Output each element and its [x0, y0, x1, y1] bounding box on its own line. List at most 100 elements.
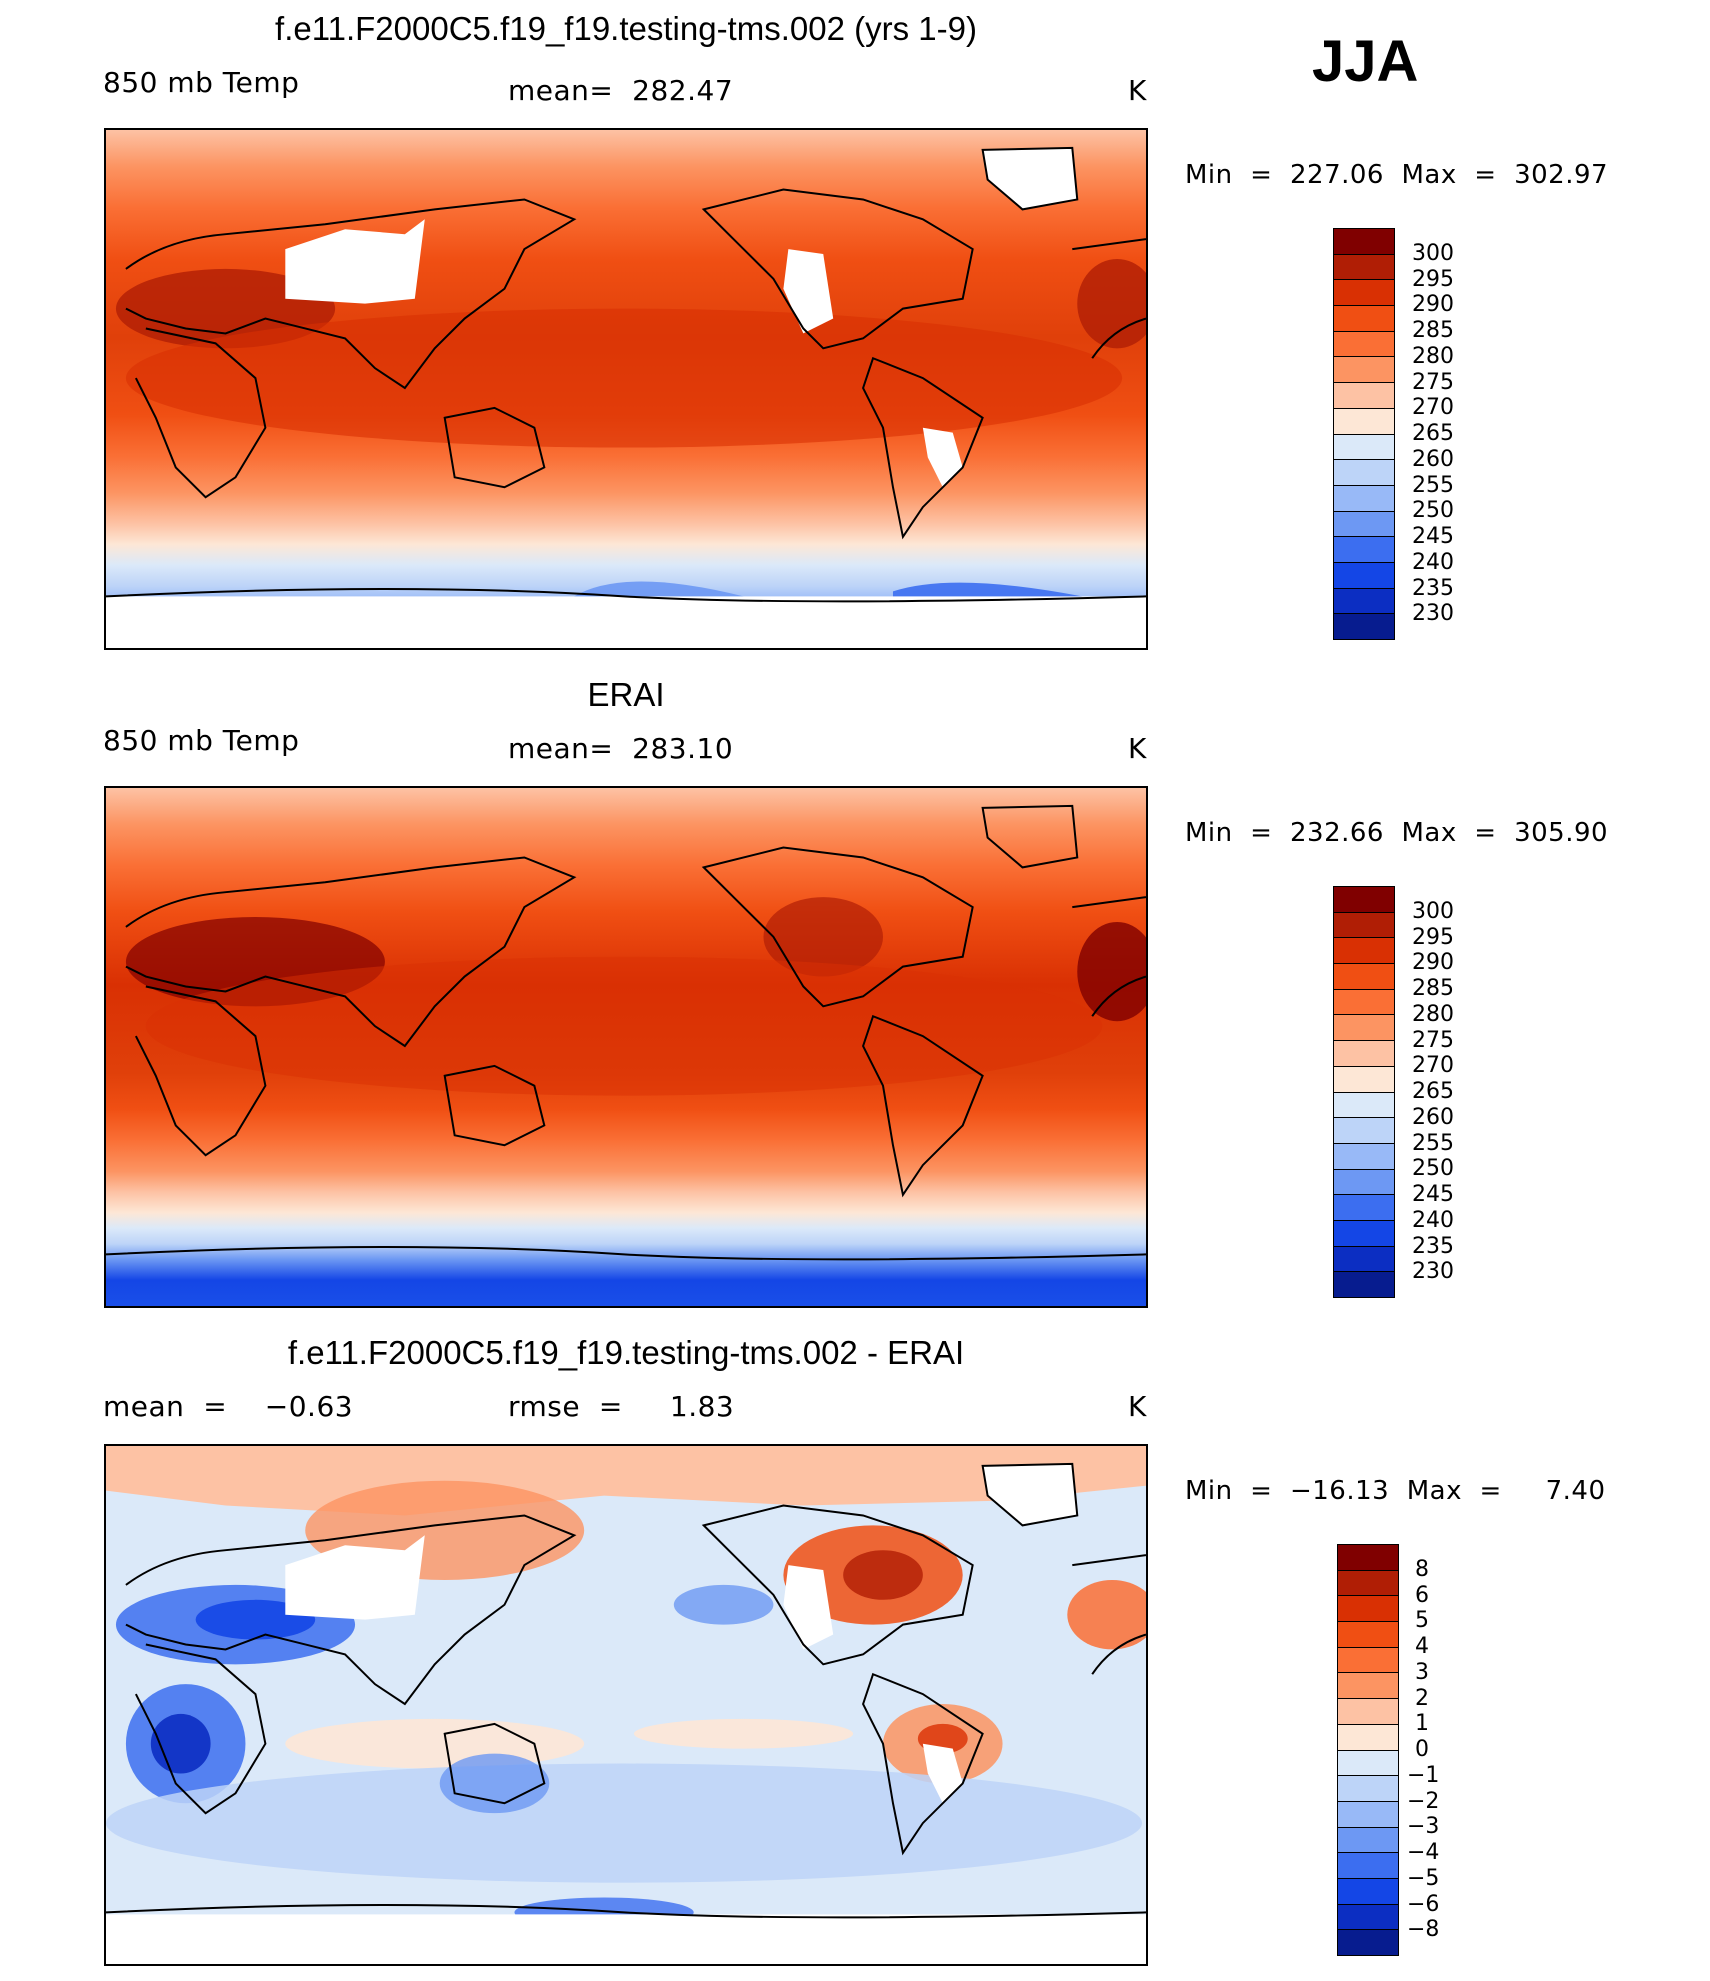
cb1-label-9: 255 — [1412, 473, 1454, 498]
cb3-c13 — [1338, 1877, 1398, 1904]
cb2-label-14: 230 — [1412, 1259, 1454, 1284]
cb2-c10 — [1334, 1142, 1394, 1169]
cb3-label-6: 1 — [1415, 1711, 1429, 1736]
panel1-masked-tibet — [285, 219, 425, 304]
cb1-c11 — [1334, 510, 1394, 537]
cb3-label-4: 3 — [1415, 1660, 1429, 1685]
cb2-c11 — [1334, 1168, 1394, 1195]
cb2-label-9: 255 — [1412, 1131, 1454, 1156]
panel1-masked-rockies — [783, 249, 834, 334]
season-label: JJA — [1312, 29, 1419, 94]
cb1-label-13: 235 — [1412, 576, 1454, 601]
cb1-c14 — [1334, 587, 1394, 614]
panel1-title: f.e11.F2000C5.f19_f19.testing-tms.002 (y… — [275, 10, 977, 47]
panel1-units-label: K — [1128, 74, 1147, 107]
panel1-hotspot-tropics — [125, 308, 1123, 448]
cb3-c15 — [1338, 1929, 1398, 1955]
cb2-c3 — [1334, 963, 1394, 989]
cb1-label-7: 265 — [1412, 421, 1454, 446]
cb2-c9 — [1334, 1117, 1394, 1143]
panel2-map — [104, 786, 1148, 1308]
panel1-variable-label: 850 mb Temp — [103, 66, 300, 99]
cb2-label-0: 300 — [1412, 899, 1454, 924]
cb3-c11 — [1338, 1826, 1398, 1853]
cb2-label-7: 265 — [1412, 1079, 1454, 1104]
panel1-coastlines — [106, 146, 1146, 603]
cb2-c8 — [1334, 1091, 1394, 1118]
panel1-masked-greenland — [982, 147, 1078, 210]
panel2-hotspot-north-america — [763, 897, 884, 977]
cb2-c4 — [1334, 988, 1394, 1015]
cb2-label-3: 285 — [1412, 976, 1454, 1001]
panel1-colorbar: 300 295 290 285 280 275 270 265 260 255 … — [1333, 228, 1454, 640]
cb3-c6 — [1338, 1698, 1398, 1724]
cb1-c2 — [1334, 279, 1394, 306]
panel3-masked-rockies — [783, 1565, 834, 1650]
panel3-masked-antarctica — [106, 1914, 1146, 1964]
cb3-c5 — [1338, 1672, 1398, 1699]
panel3-colorbar: 8 6 5 4 3 2 1 0 −1 −2 −3 −4 −5 −6 −8 — [1337, 1544, 1439, 1956]
panel1-masked-andes — [922, 427, 963, 488]
cb2-label-12: 240 — [1412, 1208, 1454, 1233]
cb3-label-7: 0 — [1415, 1737, 1429, 1762]
cb3-c0 — [1338, 1545, 1398, 1570]
cb3-c12 — [1338, 1852, 1398, 1878]
cb1-label-6: 270 — [1412, 395, 1454, 420]
cb3-label-2: 5 — [1415, 1608, 1429, 1633]
cb2-label-4: 280 — [1412, 1002, 1454, 1027]
panel1-map — [104, 128, 1148, 650]
panel3-cool-australia — [439, 1753, 550, 1814]
cb1-c4 — [1334, 330, 1394, 357]
cb3-label-0: 8 — [1415, 1557, 1429, 1582]
panel1-masked-antarctica — [106, 596, 1146, 648]
panel3-masked-andes — [922, 1743, 963, 1804]
cb3-label-14: −8 — [1407, 1917, 1440, 1942]
cb2-c2 — [1334, 937, 1394, 964]
panel3-rmse-label: rmse = 1.83 — [508, 1390, 735, 1423]
cb1-c12 — [1334, 536, 1394, 562]
cb1-c8 — [1334, 433, 1394, 460]
cb3-c10 — [1338, 1800, 1398, 1827]
cb2-c14 — [1334, 1245, 1394, 1272]
cb1-c0 — [1334, 229, 1394, 254]
cb1-c9 — [1334, 459, 1394, 485]
cb2-label-5: 275 — [1412, 1028, 1454, 1053]
cb3-c3 — [1338, 1621, 1398, 1647]
cb3-c14 — [1338, 1903, 1398, 1930]
cb1-label-5: 275 — [1412, 370, 1454, 395]
cb2-label-10: 250 — [1412, 1156, 1454, 1181]
panel3-map — [104, 1444, 1148, 1966]
cb3-label-10: −3 — [1407, 1814, 1440, 1839]
panel2-minmax: Min = 232.66 Max = 305.90 — [1185, 818, 1609, 848]
cb2-c15 — [1334, 1271, 1394, 1297]
panel2-title: ERAI — [587, 676, 665, 713]
cb1-label-3: 285 — [1412, 318, 1454, 343]
cb2-c13 — [1334, 1219, 1394, 1246]
cb2-label-1: 295 — [1412, 925, 1454, 950]
cb1-label-0: 300 — [1412, 241, 1454, 266]
cb3-label-5: 2 — [1415, 1686, 1429, 1711]
cb2-c0 — [1334, 887, 1394, 912]
panel3-cool-southern-band — [106, 1763, 1143, 1883]
cb3-label-3: 4 — [1415, 1634, 1429, 1659]
panel2-colorbar-frame — [1333, 886, 1395, 1298]
panel2-hotspot-tropics — [145, 956, 1103, 1096]
panel3-units-label: K — [1128, 1390, 1147, 1423]
cb2-label-11: 245 — [1412, 1182, 1454, 1207]
cb3-c9 — [1338, 1775, 1398, 1801]
panel3-colorbar-frame — [1337, 1544, 1399, 1956]
cb3-c4 — [1338, 1646, 1398, 1673]
panel3-coastlines — [106, 1462, 1146, 1919]
cb1-label-1: 295 — [1412, 267, 1454, 292]
cb1-c7 — [1334, 407, 1394, 434]
cb2-label-2: 290 — [1412, 950, 1454, 975]
cb3-c2 — [1338, 1595, 1398, 1622]
panel3-cool-pacific — [673, 1584, 774, 1625]
cb3-label-11: −4 — [1407, 1840, 1440, 1865]
cb1-c1 — [1334, 253, 1394, 280]
panel1-mean-label: mean= 282.47 — [508, 74, 734, 107]
cb3-label-1: 6 — [1415, 1583, 1429, 1608]
cb1-c13 — [1334, 561, 1394, 588]
cb2-label-6: 270 — [1412, 1053, 1454, 1078]
cb1-c15 — [1334, 613, 1394, 639]
